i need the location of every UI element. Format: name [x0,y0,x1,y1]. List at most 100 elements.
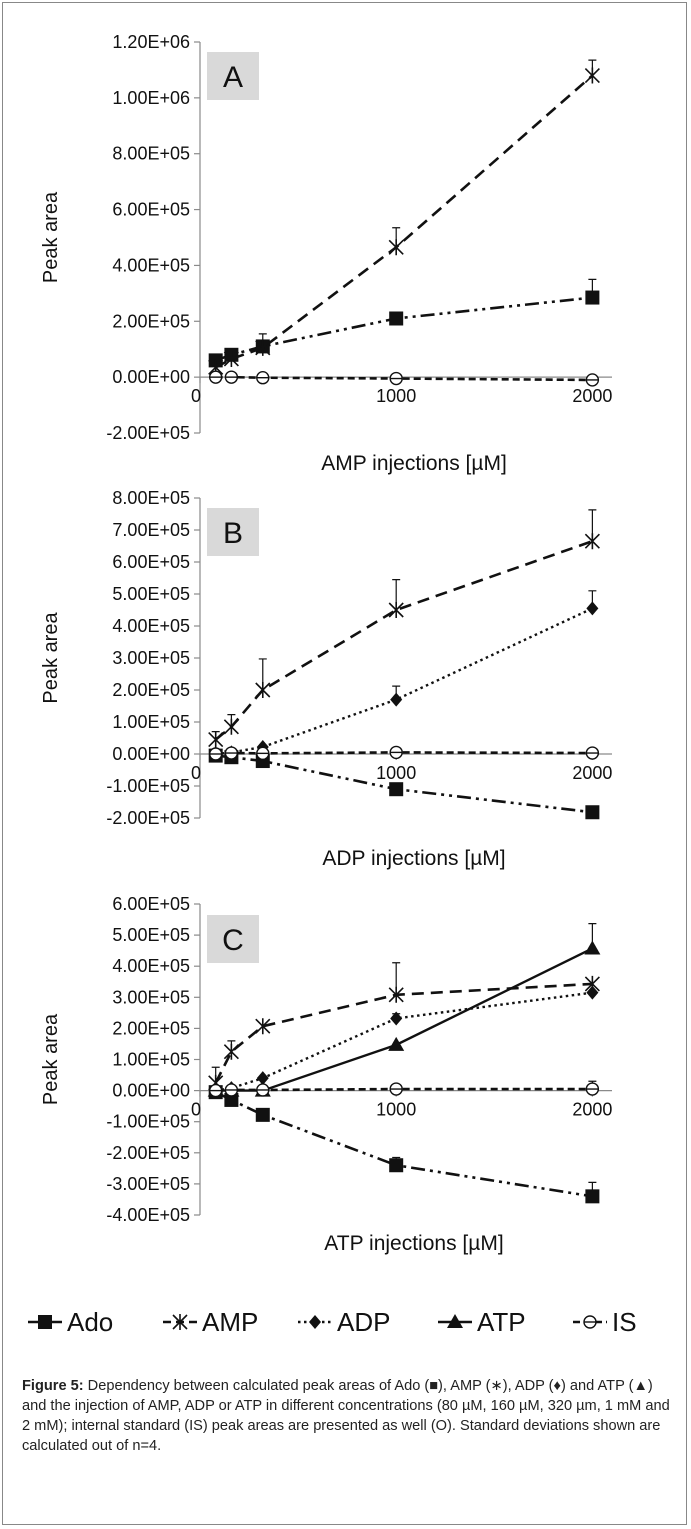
caption-text: Dependency between calculated peak areas… [22,1378,670,1454]
series-is [208,370,600,387]
y-tick-label: 4.00E+05 [112,956,190,976]
legend-label: IS [612,1307,637,1337]
y-tick-label: 3.00E+05 [112,987,190,1007]
legend-marker [38,1315,52,1329]
y-tick-label: 2.00E+05 [112,311,190,331]
chart-panel-c: -4.00E+05 -3.00E+05 -2.00E+05 -1.00E+05 0.00… [40,894,612,1255]
y-tick-label: 4.00E+05 [112,255,190,275]
x-axis-title: ATP injections [µM] [324,1232,503,1255]
series-ado [208,748,600,820]
legend-item-adp: ADP [298,1307,390,1337]
y-tick-label: 0.00E+00 [112,1081,190,1101]
legend-marker [447,1314,463,1328]
data-point [256,371,270,385]
panel-label: C [222,924,244,957]
data-point [584,533,600,550]
y-tick-label: -4.00E+05 [106,1205,190,1225]
data-point [224,370,239,384]
data-point [255,1018,271,1035]
y-tick-label: 7.00E+05 [112,520,190,540]
data-point [388,986,404,1003]
x-tick-label: 2000 [572,386,612,406]
data-point [584,940,601,955]
panel-label: B [223,517,243,550]
legend-item-is: IS [573,1307,637,1337]
data-point [223,718,239,735]
data-point [586,985,599,1000]
chart-panel-a: -2.00E+05 0.00E+00 2.00E+05 4.00E+05 6.00E+0… [40,32,612,475]
series-ado [208,278,600,368]
y-tick-label: -2.00E+05 [106,1143,190,1163]
legend-marker [309,1315,321,1329]
legend-item-amp: AMP [163,1307,258,1337]
caption-label: Figure 5: [22,1378,84,1394]
y-tick-label: 6.00E+05 [112,200,190,220]
data-point [390,1011,403,1026]
y-tick-label: 2.00E+05 [112,680,190,700]
x-tick-label: 0 [191,1100,201,1120]
data-point [256,1071,269,1086]
y-tick-label: 0.00E+00 [112,744,190,764]
data-point [223,1043,239,1060]
x-tick-label: 2000 [572,763,612,783]
y-tick-label: 8.00E+05 [112,144,190,164]
y-tick-label: 6.00E+05 [112,894,190,914]
x-tick-label: 1000 [376,763,416,783]
y-tick-label: -2.00E+05 [106,808,190,828]
x-tick-label: 0 [191,386,201,406]
y-tick-label: 4.00E+05 [112,616,190,636]
y-tick-label: -3.00E+05 [106,1174,190,1194]
series-is [208,1080,600,1098]
data-point [208,1083,223,1098]
data-point [585,746,600,760]
series-amp [208,59,600,376]
x-tick-label: 1000 [376,1100,416,1120]
data-point [585,1189,600,1204]
series-line [215,296,593,362]
y-tick-label: 5.00E+05 [112,584,190,604]
data-point [585,290,600,305]
panel-label-box [207,915,259,963]
x-tick-label: 2000 [572,1100,612,1120]
y-tick-label: -2.00E+05 [106,423,190,443]
y-tick-label: 0.00E+00 [112,367,190,387]
legend-label: ATP [477,1307,526,1337]
legend-item-atp: ATP [438,1307,526,1337]
y-tick-label: 3.00E+05 [112,648,190,668]
data-point [256,746,270,761]
series-line [215,74,594,369]
legend-marker [583,1315,597,1329]
data-point [224,1083,239,1097]
series-amp [208,962,600,1091]
y-tick-label: 1.00E+06 [112,88,190,108]
figure-caption: Figure 5: Dependency between calculated … [22,1376,672,1456]
series-is [208,745,600,761]
data-point [389,371,403,386]
x-tick-label: 1000 [376,386,416,406]
series-amp [208,509,600,748]
data-point [255,339,271,356]
data-point [389,745,403,760]
y-tick-label: 6.00E+05 [112,552,190,572]
data-point [256,1083,270,1097]
data-point [388,239,404,256]
series-line [215,607,593,756]
panel-label-box [207,52,259,100]
y-axis-title: Peak area [40,191,62,283]
y-tick-label: 8.00E+05 [112,488,190,508]
legend-label: Ado [67,1307,113,1337]
legend-marker [172,1314,188,1330]
y-tick-label: 2.00E+05 [112,1018,190,1038]
legend-label: ADP [337,1307,390,1337]
x-axis-title: AMP injections [µM] [321,452,507,475]
data-point [388,1036,405,1051]
data-point [255,1107,270,1122]
data-point [223,350,239,367]
data-point [208,370,223,384]
data-point [224,746,239,760]
legend-item-ado: Ado [28,1307,113,1337]
x-axis-title: ADP injections [µM] [322,847,505,870]
data-point [389,1082,403,1096]
data-point [255,682,271,698]
